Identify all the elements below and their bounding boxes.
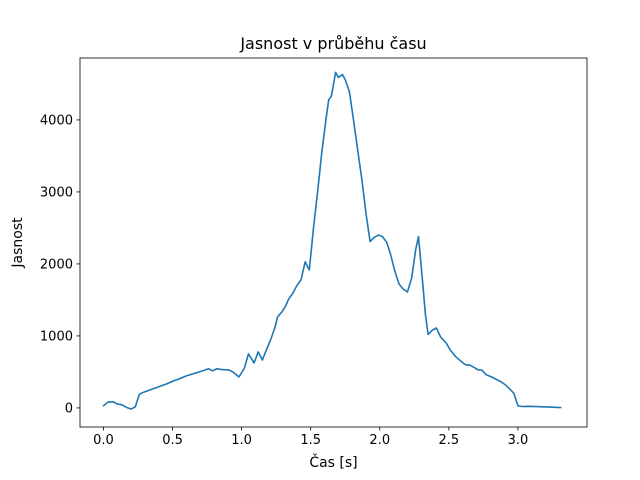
x-tick-label: 1.0	[231, 433, 252, 448]
tick-labels: 0.0 0.5 1.0 1.5 2.0 2.5 3.0 0 1000 2000 3000 4000	[40, 113, 528, 448]
x-tick-label: 2.0	[369, 433, 390, 448]
x-tick-label: 3.0	[508, 433, 529, 448]
y-tick-label: 3000	[40, 185, 73, 200]
chart-title: Jasnost v průběhu času	[239, 34, 426, 53]
tick-marks	[76, 119, 519, 431]
y-tick-label: 0	[65, 401, 73, 416]
plot-area	[79, 57, 588, 428]
x-tick-label: 2.5	[439, 433, 460, 448]
data-line	[102, 71, 562, 410]
y-tick-label: 4000	[40, 113, 73, 128]
x-tick-label: 0.0	[93, 433, 114, 448]
x-tick-label: 0.5	[162, 433, 183, 448]
y-tick-label: 2000	[40, 257, 73, 272]
y-axis-label: Jasnost	[10, 217, 26, 269]
x-axis-label: Čas [s]	[309, 453, 357, 471]
x-tick-label: 1.5	[300, 433, 321, 448]
y-tick-label: 1000	[40, 329, 73, 344]
